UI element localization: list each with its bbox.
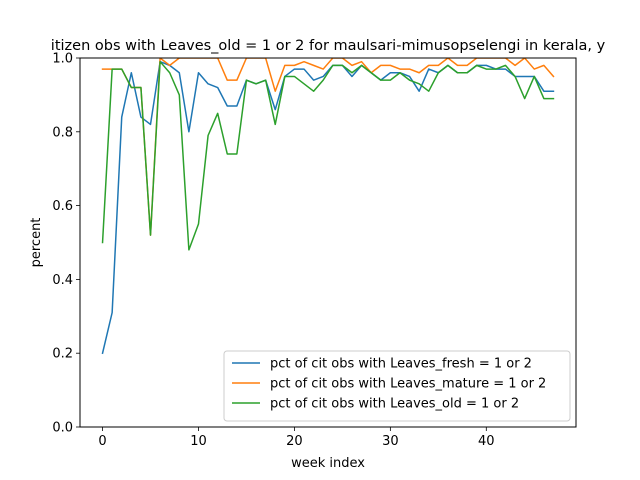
series-line-3 xyxy=(101,60,555,251)
y-tick-label: 1.0 xyxy=(52,52,73,67)
legend-entry-1: pct of cit obs with Leaves_fresh = 1 or … xyxy=(270,357,532,372)
x-tick-label: 40 xyxy=(478,434,495,449)
legend-entry-2: pct of cit obs with Leaves_mature = 1 or… xyxy=(270,377,546,392)
legend-box xyxy=(223,350,571,422)
x-tick-label: 30 xyxy=(382,434,399,449)
x-axis: 0 10 20 30 40 xyxy=(98,427,495,449)
series-line-2 xyxy=(101,58,555,236)
y-tick-label: 0.8 xyxy=(52,125,73,140)
x-tick-label: 10 xyxy=(190,434,207,449)
y-axis-label: percent xyxy=(29,218,44,268)
x-axis-label: week index xyxy=(291,456,365,471)
legend-entry-3: pct of cit obs with Leaves_old = 1 or 2 xyxy=(270,397,519,412)
legend: pct of cit obs with Leaves_fresh = 1 or … xyxy=(223,350,571,422)
x-tick-label: 0 xyxy=(98,434,106,449)
y-axis: 0.0 0.2 0.4 0.6 0.8 1.0 xyxy=(52,52,80,436)
chart-title: itizen obs with Leaves_old = 1 or 2 for … xyxy=(51,38,606,54)
y-tick-label: 0.4 xyxy=(52,273,73,288)
axes-frame xyxy=(79,57,577,428)
x-tick-label: 20 xyxy=(286,434,303,449)
series-layer xyxy=(101,58,555,355)
y-tick-label: 0.2 xyxy=(52,347,73,362)
y-tick-label: 0.6 xyxy=(52,199,73,214)
y-tick-label: 0.0 xyxy=(52,421,73,436)
